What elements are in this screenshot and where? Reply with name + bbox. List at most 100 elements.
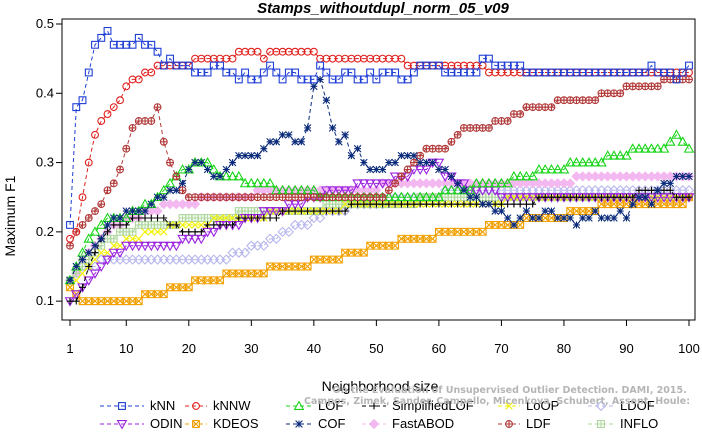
data-point	[508, 193, 520, 203]
x-tick-label: 1	[66, 341, 73, 356]
data-point	[233, 170, 245, 181]
data-point	[639, 143, 651, 153]
data-point	[522, 207, 531, 215]
data-point	[128, 40, 137, 49]
data-point	[397, 172, 406, 181]
data-point	[597, 420, 605, 428]
data-point	[553, 214, 562, 222]
data-point	[566, 214, 574, 222]
data-point	[404, 200, 412, 208]
data-point	[478, 227, 487, 236]
data-point	[122, 221, 130, 229]
data-point	[166, 186, 174, 195]
data-point	[247, 151, 256, 160]
data-point	[253, 151, 262, 160]
data-point	[416, 151, 425, 160]
data-point	[97, 33, 106, 42]
data-point	[566, 193, 574, 201]
data-point	[652, 193, 664, 203]
data-point	[660, 186, 668, 194]
data-point	[192, 420, 200, 428]
data-point	[441, 200, 449, 208]
data-point	[272, 214, 280, 222]
data-point	[103, 186, 112, 195]
data-point	[558, 163, 570, 174]
data-point	[339, 205, 351, 217]
legend-label: kNNW	[213, 398, 251, 413]
data-point	[241, 214, 249, 222]
data-point	[535, 214, 543, 222]
x-axis: 1 10 20 30 40 50 60 70 80 90 100	[66, 320, 700, 356]
data-point	[572, 221, 581, 229]
y-axis-label: Maximum F1	[2, 175, 18, 256]
data-point	[91, 249, 99, 257]
data-point	[510, 221, 518, 229]
legend-label: KDEOS	[213, 416, 259, 431]
data-point	[653, 82, 662, 91]
data-point	[666, 179, 675, 188]
data-point	[610, 214, 618, 222]
data-point	[383, 191, 395, 202]
data-point	[679, 193, 687, 201]
data-point	[359, 248, 368, 257]
data-point	[109, 241, 118, 250]
data-point	[192, 402, 200, 410]
data-point	[254, 214, 261, 222]
data-point	[428, 234, 437, 243]
data-point	[660, 179, 668, 188]
legend-label: LDF	[526, 416, 551, 431]
data-point	[641, 68, 650, 77]
data-point	[72, 297, 80, 305]
data-point	[334, 255, 343, 264]
data-point	[310, 82, 318, 91]
legend-label: LoOP	[526, 398, 559, 413]
data-point	[89, 226, 101, 236]
legend-label: INFLO	[620, 416, 658, 431]
data-point	[160, 214, 168, 222]
data-point	[139, 241, 151, 252]
watermark-line-2: Campos, Zimek, Sander, Campello, Micenko…	[304, 396, 690, 407]
data-point	[533, 163, 545, 174]
data-point	[421, 191, 432, 202]
data-point	[641, 193, 650, 202]
data-point	[598, 193, 605, 201]
data-point	[433, 158, 445, 169]
data-point	[84, 158, 93, 167]
series-line	[69, 175, 689, 281]
data-point	[79, 283, 86, 291]
data-point	[264, 177, 276, 188]
data-point	[384, 186, 393, 195]
data-point	[364, 179, 376, 189]
legend-label: kNN	[150, 398, 175, 413]
data-point	[233, 220, 245, 231]
data-point	[552, 163, 564, 174]
data-point	[370, 402, 378, 410]
data-point	[603, 214, 612, 222]
data-point	[66, 220, 74, 229]
data-point	[134, 33, 143, 42]
data-point	[503, 214, 512, 222]
data-point	[72, 262, 81, 271]
data-point	[360, 200, 368, 208]
y-tick-label: 0.5	[36, 16, 54, 31]
data-point	[177, 163, 188, 174]
data-point	[685, 193, 693, 201]
data-point	[448, 200, 455, 208]
data-point	[333, 186, 345, 196]
data-point	[122, 144, 131, 153]
legend-item-odin: ODIN	[100, 416, 183, 431]
data-point	[322, 68, 331, 77]
data-point	[335, 137, 343, 146]
data-point	[514, 193, 526, 203]
data-point	[377, 179, 388, 189]
data-point	[546, 163, 557, 174]
data-point	[516, 110, 525, 118]
data-point	[491, 200, 499, 208]
data-point	[259, 68, 268, 77]
data-point	[78, 255, 87, 264]
data-point	[241, 151, 249, 160]
data-point	[421, 165, 432, 176]
data-point	[134, 297, 143, 306]
data-point	[203, 165, 212, 174]
